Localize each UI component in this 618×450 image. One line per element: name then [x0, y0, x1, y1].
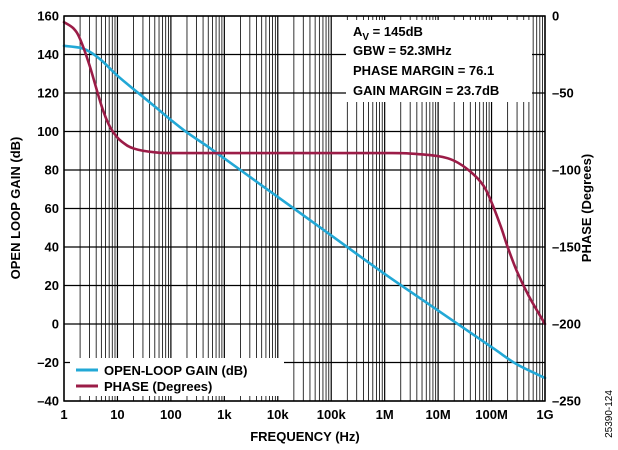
legend-label-gain: OPEN-LOOP GAIN (dB)	[104, 363, 247, 378]
x-axis-title: FREQUENCY (Hz)	[250, 429, 360, 444]
y-left-tick-label: –20	[37, 355, 59, 370]
annotation-gbw: GBW = 52.3MHz	[353, 43, 452, 58]
legend-background	[70, 358, 284, 396]
y-right-tick-label: –50	[552, 86, 574, 101]
y-right-tick-label: –100	[552, 163, 581, 178]
x-tick-label: 100k	[317, 407, 347, 422]
y-left-tick-label: 60	[45, 201, 59, 216]
y-right-tick-label: –200	[552, 317, 581, 332]
plot-frame	[63, 15, 546, 402]
x-tick-labels: 1 10 100 1k 10k 100k 1M 10M 100M 1G	[60, 407, 553, 422]
annotation-background	[346, 20, 532, 102]
annotation-box: AV = 145dB GBW = 52.3MHz PHASE MARGIN = …	[346, 20, 532, 102]
x-tick-label: 1M	[376, 407, 394, 422]
annotation-av: AV = 145dB	[353, 24, 423, 43]
y-left-tick-label: 80	[45, 163, 59, 178]
x-tick-label: 1k	[217, 407, 232, 422]
annotation-phase-margin: PHASE MARGIN = 76.1	[353, 63, 494, 78]
y-right-tick-label: –150	[552, 240, 581, 255]
annotation-gain-margin: GAIN MARGIN = 23.7dB	[353, 83, 499, 98]
figure-id: 25390-124	[604, 390, 615, 438]
x-tick-label: 100	[160, 407, 182, 422]
y-left-tick-label: 140	[37, 47, 59, 62]
legend: OPEN-LOOP GAIN (dB) PHASE (Degrees)	[70, 358, 284, 396]
y-left-tick-label: 100	[37, 124, 59, 139]
y-left-tick-label: 120	[37, 86, 59, 101]
y-left-tick-label: 20	[45, 278, 59, 293]
x-tick-label: 1G	[536, 407, 553, 422]
y-left-tick-label: 40	[45, 240, 59, 255]
y-left-tick-label: 160	[37, 9, 59, 24]
x-tick-label: 10	[110, 407, 124, 422]
y-left-axis-title: OPEN LOOP GAIN (dB)	[8, 137, 23, 280]
y-right-tick-label: –250	[552, 394, 581, 409]
series-line-phase	[62, 20, 547, 326]
y-left-tick-label: –40	[37, 394, 59, 409]
x-tick-label: 10M	[425, 407, 450, 422]
legend-label-phase: PHASE (Degrees)	[104, 379, 212, 394]
y-right-axis-title: PHASE (Degrees)	[579, 154, 594, 262]
y-right-tick-label: 0	[552, 9, 559, 24]
x-tick-label: 10k	[267, 407, 289, 422]
y-left-tick-label: 0	[52, 317, 59, 332]
series-line-gain	[62, 44, 547, 380]
y-left-tick-labels: 160 140 120 100 80 60 40 20 0 –20 –40	[37, 9, 59, 409]
series-layer	[62, 20, 547, 380]
y-right-tick-labels: 0 –50 –100 –150 –200 –250	[552, 9, 581, 409]
x-tick-label: 1	[60, 407, 67, 422]
x-tick-label: 100M	[475, 407, 508, 422]
